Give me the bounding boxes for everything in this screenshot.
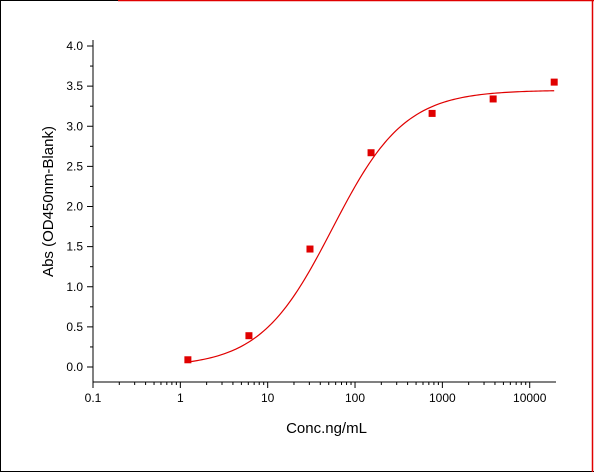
y-tick-label: 2.5	[66, 159, 83, 173]
axes	[92, 40, 556, 383]
y-tick-label: 1.0	[66, 280, 83, 294]
data-points	[184, 78, 558, 364]
fit-curve	[187, 90, 555, 363]
y-tick-label: 4.0	[66, 39, 83, 53]
data-point	[367, 149, 375, 157]
x-tick-label: 100	[345, 391, 365, 405]
x-tick-label: 10000	[513, 391, 547, 405]
x-tick-label: 1	[177, 391, 184, 405]
data-point	[428, 109, 436, 117]
data-point	[184, 356, 192, 364]
data-point	[489, 95, 497, 103]
data-point	[245, 332, 253, 340]
x-tick-label: 0.1	[85, 391, 102, 405]
y-tick-label: 2.0	[66, 200, 83, 214]
x-ticks: 0.1 1 10 100 1000 10000	[85, 382, 547, 405]
y-tick-label: 3.5	[66, 79, 83, 93]
x-axis-title: Conc.ng/mL	[286, 420, 367, 437]
y-tick-label: 0.0	[66, 360, 83, 374]
data-point	[550, 78, 558, 86]
y-tick-label: 1.5	[66, 240, 83, 254]
x-tick-label: 1000	[429, 391, 456, 405]
data-point	[306, 245, 314, 253]
y-tick-label: 0.5	[66, 320, 83, 334]
y-axis-title: Abs (OD450nm-Blank)	[40, 126, 57, 277]
y-tick-label: 3.0	[66, 119, 83, 133]
y-ticks: 0.0 0.5 1.0 1.5 2.0 2.5 3.0 3.5 4.0	[66, 39, 93, 374]
x-tick-label: 10	[261, 391, 275, 405]
